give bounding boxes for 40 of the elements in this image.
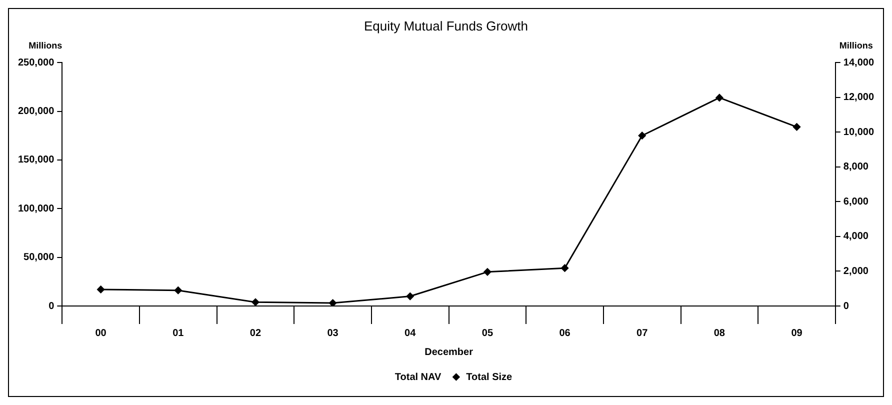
y-tick-label: 250,000 — [18, 57, 55, 68]
x-tick-label: 05 — [482, 328, 494, 339]
point — [793, 123, 800, 131]
point — [638, 132, 646, 140]
y-tick-label: 100,000 — [18, 203, 55, 214]
y-tick-label: 150,000 — [18, 154, 55, 166]
text: Total NAV — [394, 372, 442, 383]
y-tick-label: 0 — [48, 300, 55, 312]
y2-tick-label: 10,000 — [843, 126, 874, 138]
point — [406, 292, 414, 300]
y2-tick-label: 0 — [843, 300, 850, 312]
x-tick-label: 09 — [791, 328, 803, 339]
point — [329, 299, 337, 306]
point — [716, 94, 724, 102]
y-tick-label: 200,000 — [18, 106, 55, 118]
y2-tick-label: 12,000 — [843, 92, 874, 104]
x-tick-label: 00 — [95, 328, 107, 339]
x-tick-label: 01 — [172, 328, 184, 339]
point — [252, 298, 260, 306]
y2-axis-title: Millions — [839, 40, 873, 51]
y2-tick-label: 2,000 — [843, 266, 869, 277]
point — [174, 286, 182, 294]
y2-tick-label: 8,000 — [843, 162, 869, 173]
legend-label: Total Size — [466, 372, 513, 383]
point — [97, 286, 105, 294]
x-tick-label: 03 — [327, 328, 339, 339]
x-tick-label: 06 — [559, 328, 571, 339]
x-tick-label: 07 — [636, 328, 648, 339]
y2-tick-label: 4,000 — [843, 231, 869, 242]
x-tick-label: 02 — [250, 328, 262, 339]
x-tick-label: 08 — [714, 328, 726, 339]
chart-title: Equity Mutual Funds Growth — [364, 18, 528, 34]
y2-tick-label: 14,000 — [843, 57, 874, 68]
y2-tick-label: 6,000 — [843, 196, 869, 208]
x-axis-title: December — [424, 346, 474, 358]
point — [561, 264, 569, 272]
y-axis-title: Millions — [28, 40, 62, 51]
point — [484, 268, 492, 276]
y-tick-label: 50,000 — [24, 252, 55, 264]
x-tick-label: 04 — [404, 328, 416, 339]
